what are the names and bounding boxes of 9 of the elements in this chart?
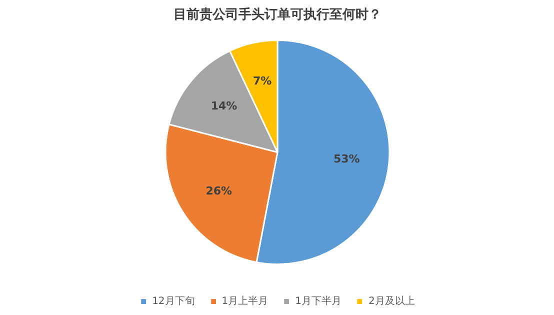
legend-label: 1月下半月 (295, 294, 342, 308)
data-label: 53% (333, 152, 360, 166)
chart-title: 目前贵公司手头订单可执行至何时？ (174, 6, 382, 22)
legend-label: 2月及以上 (368, 294, 415, 308)
legend-label: 1月上半月 (222, 294, 268, 308)
data-label: 14% (210, 99, 238, 112)
data-label: 7% (253, 74, 272, 88)
legend-label: 12月下旬 (152, 295, 195, 308)
data-label: 26% (206, 184, 232, 198)
